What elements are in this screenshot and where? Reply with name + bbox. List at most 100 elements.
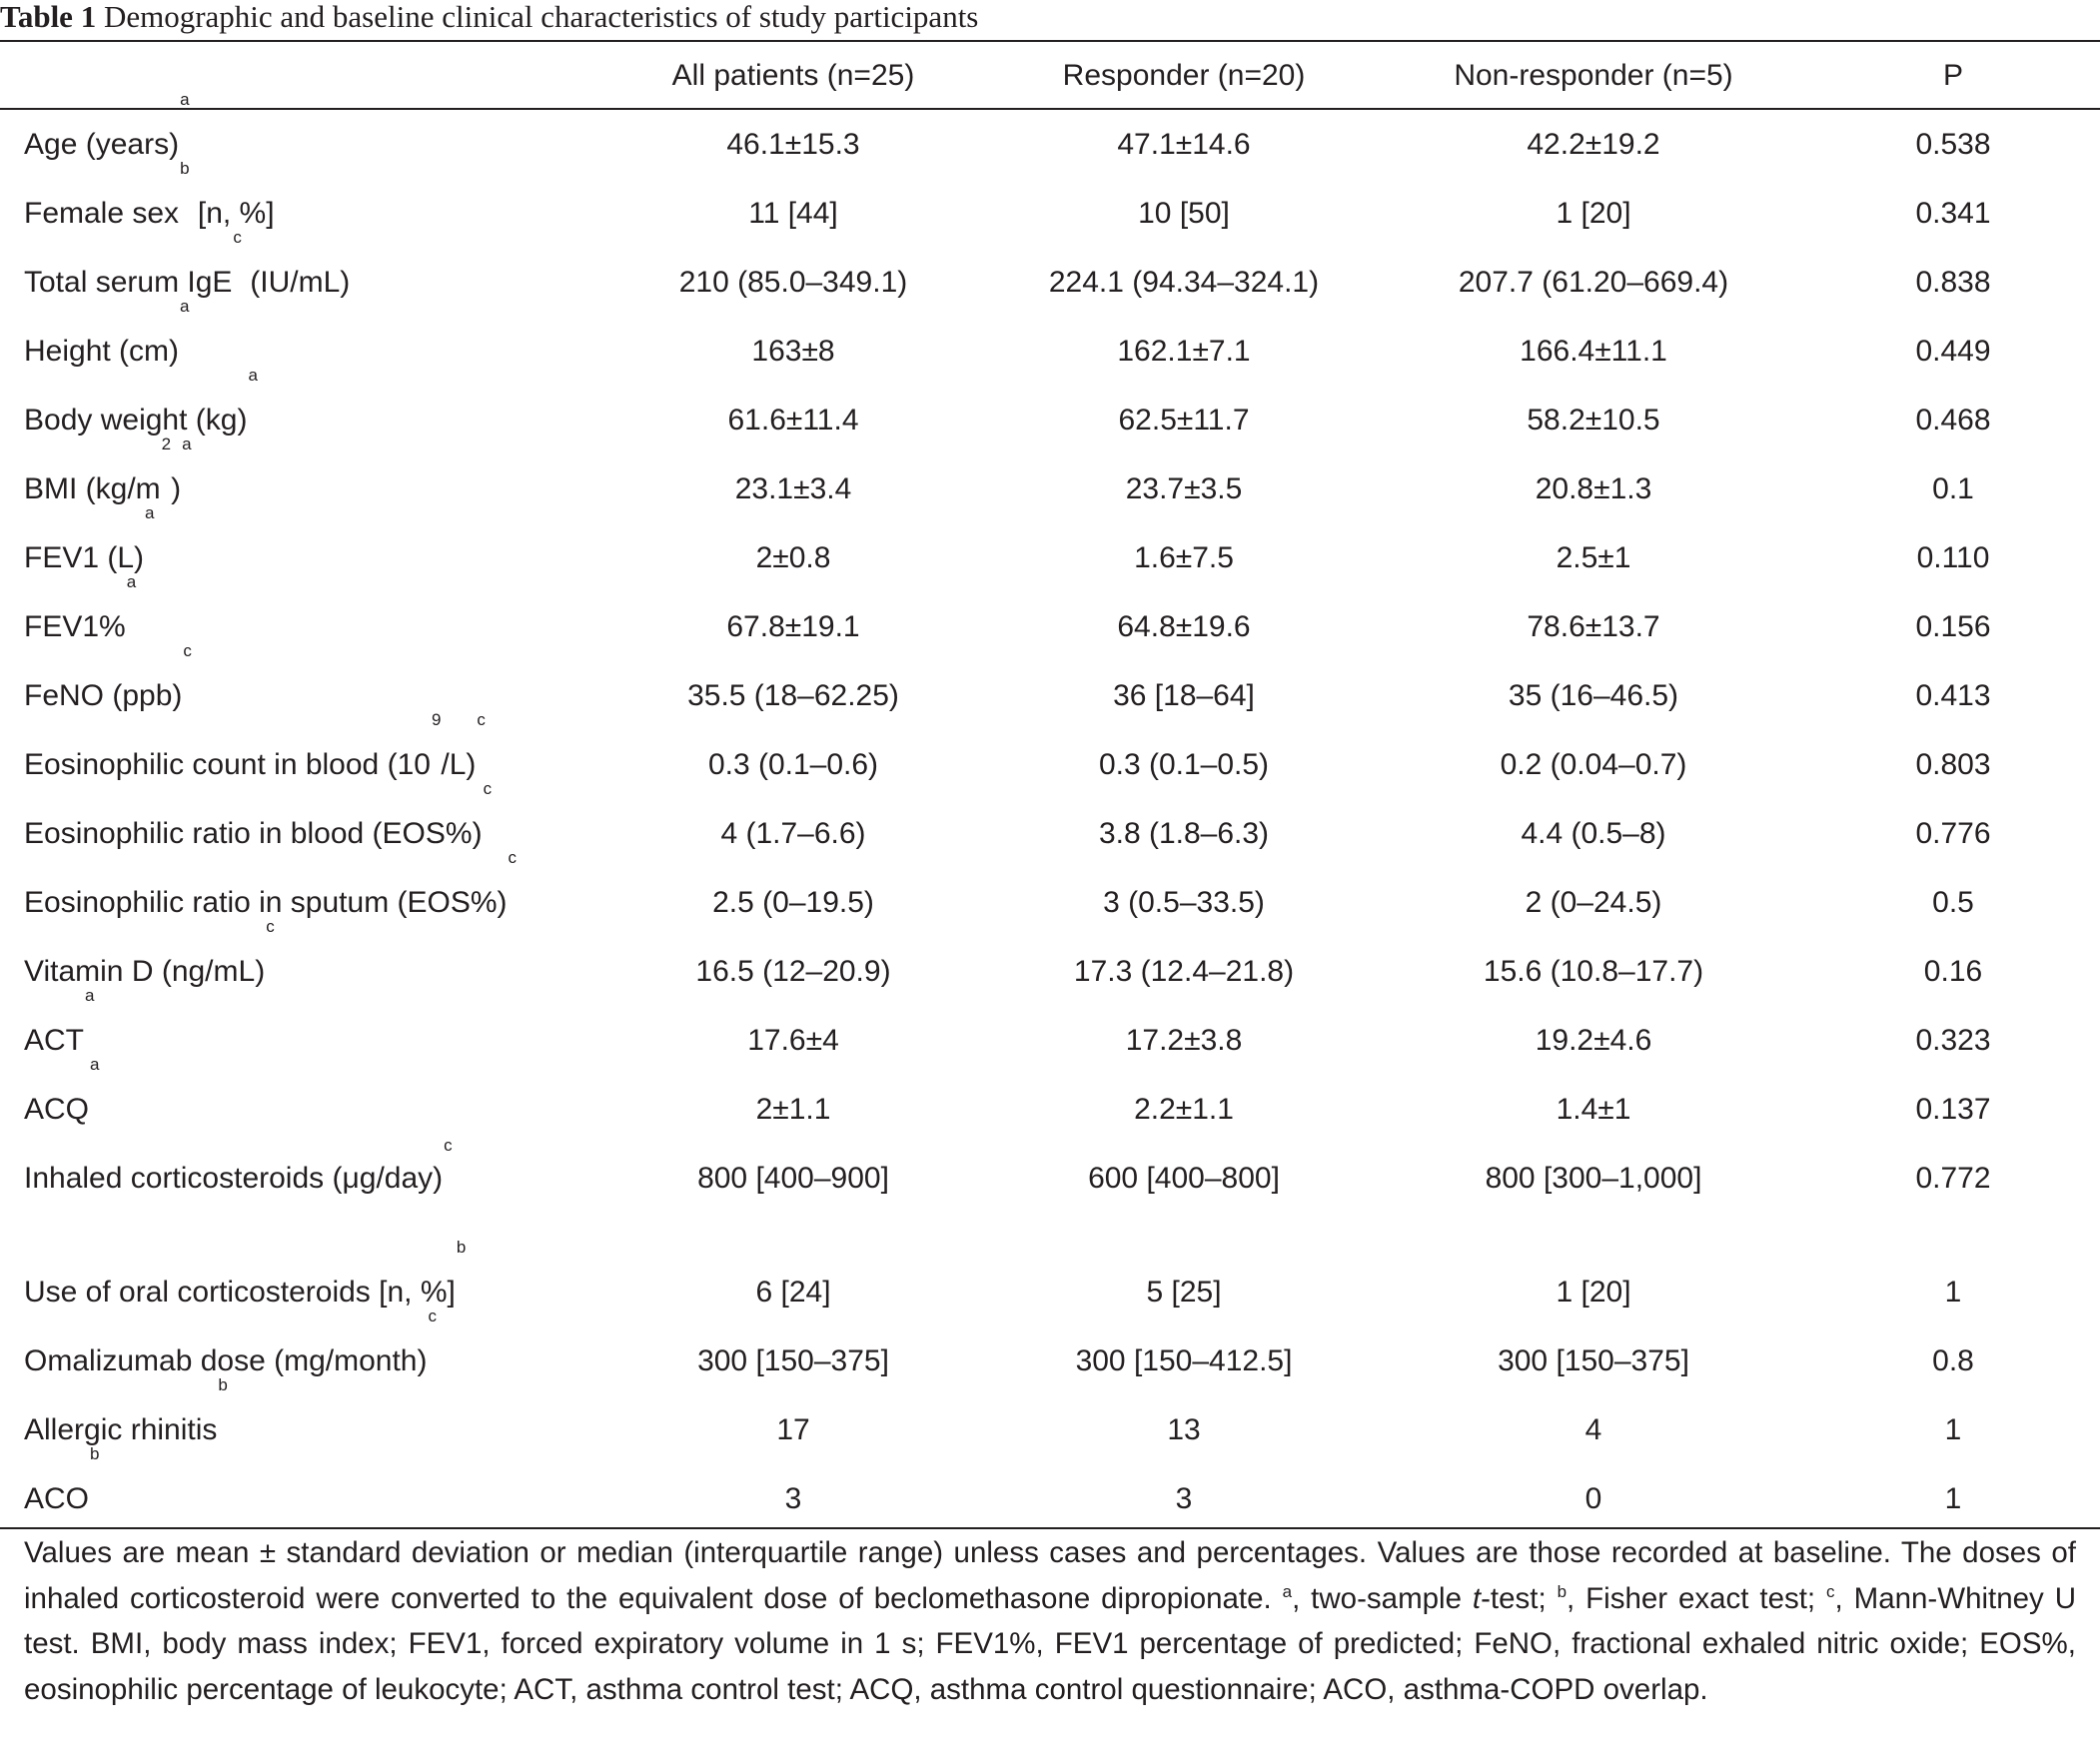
value-all: 163±8 (751, 335, 835, 368)
row-label: FeNO (ppb)c (24, 641, 192, 712)
header-rule (0, 108, 2100, 110)
value-all: 16.5 (12–20.9) (695, 955, 891, 988)
value-responder: 300 [150–412.5] (1075, 1344, 1293, 1377)
row-label: Female sexb [n, %] (24, 159, 275, 230)
value-all: 11 [44] (748, 197, 838, 230)
value-nonresponder: 78.6±13.7 (1527, 610, 1660, 643)
row-label: Total serum IgEc (IU/mL) (24, 228, 351, 299)
table-row: Allergic rhinitisb 17 13 4 1 (0, 1375, 2100, 1464)
row-label: Height (cm)a (24, 297, 190, 368)
table-row: Female sexb [n, %] 11 [44] 10 [50] 1 [20] 0.… (0, 159, 2100, 248)
col-header-p: P (1942, 59, 1963, 92)
value-p: 0.323 (1915, 1024, 1991, 1057)
row-label: Eosinophilic ratio in blood (EOS%)c (24, 779, 493, 850)
value-nonresponder: 0 (1584, 1482, 1602, 1515)
table-row: ACQa 2±1.1 2.2±1.1 1.4±1 0.137 (0, 1055, 2100, 1144)
value-nonresponder: 300 [150–375] (1498, 1344, 1689, 1377)
row-label: ACOb (24, 1444, 100, 1515)
value-all: 61.6±11.4 (727, 404, 859, 437)
value-responder: 5 [25] (1146, 1276, 1222, 1309)
value-responder: 224.1 (94.34–324.1) (1048, 266, 1320, 299)
top-rule (0, 40, 2100, 42)
table-row: FEV1%a 67.8±19.1 64.8±19.6 78.6±13.7 0.156 (0, 573, 2100, 661)
table-number: Table 1 (0, 0, 97, 34)
table-row: BMI (kg/m2)a 23.1±3.4 23.7±3.5 20.8±1.3 0.1 (0, 435, 2100, 523)
row-label: ACQa (24, 1055, 100, 1126)
table-header: All patients (n=25) Responder (n=20) Non… (0, 42, 2100, 110)
table-caption: Table 1 Demographic and baseline clinica… (0, 0, 978, 40)
value-responder: 3 (1175, 1482, 1193, 1515)
table-row: Age (years)a 46.1±15.3 47.1±14.6 42.2±19.2 0… (0, 91, 2100, 179)
value-all: 2.5 (0–19.5) (712, 886, 874, 919)
bottom-rule (0, 1527, 2100, 1529)
row-label: Omalizumab dose (mg/month)c (24, 1307, 437, 1377)
value-p: 0.156 (1915, 610, 1991, 643)
table-row: Vitamin D (ng/mL)c 16.5 (12–20.9) 17.3 (12… (0, 918, 2100, 1006)
table-row: Omalizumab dose (mg/month)c 300 [150–375]… (0, 1307, 2100, 1395)
value-p: 0.538 (1915, 128, 1991, 161)
value-p: 0.449 (1915, 335, 1991, 368)
value-p: 1 (1944, 1482, 1962, 1515)
row-label: ACTa (24, 986, 95, 1057)
value-responder: 17.3 (12.4–21.8) (1073, 955, 1295, 988)
value-nonresponder: 15.6 (10.8–17.7) (1483, 955, 1704, 988)
value-responder: 3.8 (1.8–6.3) (1098, 817, 1270, 850)
row-label: Use of oral corticosteroids [n, %]b (24, 1238, 467, 1309)
row-label: Eosinophilic ratio in sputum (EOS%)c (24, 848, 518, 919)
value-all: 300 [150–375] (697, 1344, 889, 1377)
value-nonresponder: 0.2 (0.04–0.7) (1500, 748, 1687, 781)
col-header-responder: Responder (n=20) (1062, 59, 1306, 92)
table-row: Total serum IgEc (IU/mL) 210 (85.0–349.1)… (0, 228, 2100, 317)
table-row: FeNO (ppb)c 35.5 (18–62.25) 36 [18–64] 35 (… (0, 641, 2100, 730)
value-responder: 10 [50] (1138, 197, 1230, 230)
table-body: Age (years)a 46.1±15.3 47.1±14.6 42.2±19.2 0… (0, 91, 2100, 1533)
value-all: 23.1±3.4 (734, 472, 852, 505)
value-nonresponder: 4.4 (0.5–8) (1521, 817, 1666, 850)
row-label: Inhaled corticosteroids (μg/day)c (24, 1136, 453, 1195)
value-p: 0.838 (1915, 266, 1991, 299)
value-p: 1 (1944, 1413, 1962, 1446)
value-all: 2±1.1 (755, 1093, 831, 1126)
value-p: 0.1 (1932, 472, 1974, 505)
value-nonresponder: 35 (16–46.5) (1508, 679, 1679, 712)
value-responder: 2.2±1.1 (1134, 1093, 1234, 1126)
table-row: FEV1 (L)a 2±0.8 1.6±7.5 2.5±1 0.110 (0, 504, 2100, 592)
row-label: Allergic rhinitisb (24, 1375, 228, 1446)
value-responder: 17.2±3.8 (1125, 1024, 1243, 1057)
value-responder: 23.7±3.5 (1125, 472, 1243, 505)
value-nonresponder: 1 [20] (1556, 197, 1631, 230)
value-responder: 13 (1167, 1413, 1201, 1446)
value-p: 0.110 (1916, 541, 1990, 574)
value-nonresponder: 2 (0–24.5) (1525, 886, 1662, 919)
value-p: 0.16 (1923, 955, 1983, 988)
value-nonresponder: 1.4±1 (1556, 1093, 1631, 1126)
value-responder: 162.1±7.1 (1117, 335, 1251, 368)
value-all: 2±0.8 (755, 541, 831, 574)
value-responder: 1.6±7.5 (1134, 541, 1234, 574)
value-nonresponder: 207.7 (61.20–669.4) (1458, 266, 1729, 299)
value-nonresponder: 4 (1584, 1413, 1602, 1446)
value-all: 0.3 (0.1–0.6) (707, 748, 879, 781)
value-all: 67.8±19.1 (726, 610, 860, 643)
value-p: 0.776 (1915, 817, 1991, 850)
value-responder: 36 [18–64] (1113, 679, 1255, 712)
value-all: 17.6±4 (747, 1024, 839, 1057)
table-row: ACOb 3 3 0 1 (0, 1444, 2100, 1533)
value-p: 0.772 (1915, 1162, 1991, 1195)
value-p: 0.8 (1932, 1344, 1974, 1377)
table-row: Eosinophilic ratio in blood (EOS%)c 4 (1.… (0, 779, 2100, 868)
col-header-all: All patients (n=25) (671, 59, 915, 92)
value-nonresponder: 20.8±1.3 (1535, 472, 1652, 505)
value-nonresponder: 58.2±10.5 (1527, 404, 1660, 437)
table-row: Use of oral corticosteroids [n, %]b 6 [24… (0, 1238, 2100, 1326)
value-nonresponder: 800 [300–1,000] (1485, 1162, 1702, 1195)
col-header-nonresponder: Non-responder (n=5) (1454, 59, 1733, 92)
table-row: Eosinophilic count in blood (109/L)c 0.3 … (0, 711, 2100, 799)
value-responder: 62.5±11.7 (1118, 404, 1250, 437)
table-row: Body weight (kg)a 61.6±11.4 62.5±11.7 58.2±… (0, 367, 2100, 454)
row-label: BMI (kg/m2)a (24, 435, 192, 505)
value-p: 0.137 (1915, 1093, 1991, 1126)
value-nonresponder: 19.2±4.6 (1535, 1024, 1652, 1057)
value-p: 0.803 (1915, 748, 1991, 781)
value-p: 0.341 (1915, 197, 1991, 230)
